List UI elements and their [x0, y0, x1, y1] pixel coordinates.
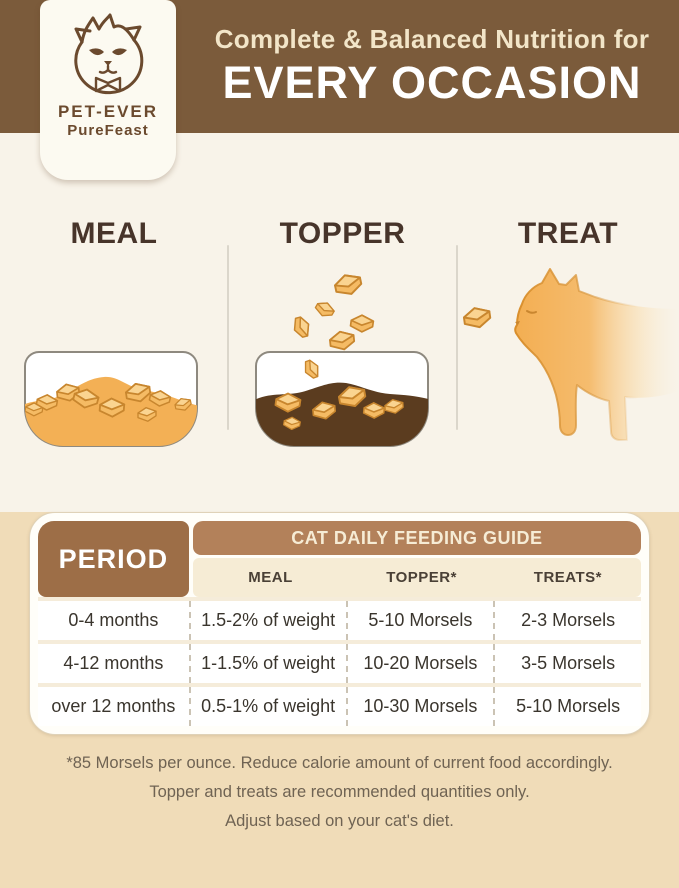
- page-title: EVERY OCCASION: [222, 57, 642, 108]
- occasion-topper: TOPPER: [228, 133, 457, 473]
- guide-header: CAT DAILY FEEDING GUIDE: [192, 521, 641, 555]
- table-row: 4-12 months 1-1.5% of weight 10-20 Morse…: [38, 640, 641, 683]
- header-subtitle: Complete & Balanced Nutrition for: [214, 24, 650, 54]
- cell-meal: 1.5-2% of weight: [188, 601, 346, 640]
- occasion-label-treat: TREAT: [517, 217, 619, 250]
- column-headers: MEAL TOPPER* TREATS*: [192, 558, 641, 597]
- cell-treats: 3-5 Morsels: [493, 644, 641, 683]
- cell-meal: 1-1.5% of weight: [188, 644, 346, 683]
- feeding-guide-table: PERIOD CAT DAILY FEEDING GUIDE MEAL TOPP…: [29, 512, 650, 735]
- occasion-meal: MEAL: [0, 133, 228, 473]
- meal-bowl-illustration: [24, 351, 198, 447]
- table-row: 0-4 months 1.5-2% of weight 5-10 Morsels…: [38, 597, 641, 640]
- brand-cat-icon: [74, 13, 144, 95]
- cell-treats: 2-3 Morsels: [493, 601, 641, 640]
- footnote-line: Topper and treats are recommended quanti…: [149, 783, 530, 801]
- occasion-label-meal: MEAL: [70, 217, 158, 250]
- cell-topper: 5-10 Morsels: [345, 601, 494, 640]
- cell-period: 4-12 months: [63, 653, 164, 673]
- treat-cat-illustration: [461, 268, 679, 441]
- header-banner: PET-EVER PureFeast Complete & Balanced N…: [0, 0, 679, 180]
- cell-meal: 0.5-1% of weight: [188, 687, 346, 726]
- occasions-section: MEAL TOPPER: [0, 133, 679, 473]
- period-header: PERIOD: [38, 521, 189, 597]
- feeding-guide-section: PERIOD CAT DAILY FEEDING GUIDE MEAL TOPP…: [0, 512, 679, 888]
- column-header-topper: TOPPER*: [386, 569, 457, 586]
- footnotes: *85 Morsels per ounce. Reduce calorie am…: [0, 749, 679, 836]
- column-header-treats: TREATS*: [533, 569, 603, 586]
- brand-name: PET-EVER: [57, 102, 159, 121]
- column-divider: [456, 245, 458, 430]
- column-header-meal: MEAL: [248, 569, 293, 586]
- topper-bowl-illustration: [255, 271, 429, 447]
- occasion-treat: TREAT: [457, 133, 679, 473]
- column-divider: [227, 245, 229, 430]
- cell-topper: 10-20 Morsels: [345, 644, 494, 683]
- brand-logo-card: PET-EVER PureFeast: [40, 0, 176, 180]
- cell-period: 0-4 months: [68, 610, 159, 630]
- footnote-line: Adjust based on your cat's diet.: [225, 812, 454, 830]
- brand-subname: PureFeast: [67, 122, 149, 139]
- cell-period: over 12 months: [51, 696, 176, 716]
- occasion-label-topper: TOPPER: [279, 217, 406, 250]
- cell-topper: 10-30 Morsels: [345, 687, 494, 726]
- cell-treats: 5-10 Morsels: [493, 687, 641, 726]
- footnote-line: *85 Morsels per ounce. Reduce calorie am…: [66, 754, 613, 772]
- table-row: over 12 months 0.5-1% of weight 10-30 Mo…: [38, 683, 641, 726]
